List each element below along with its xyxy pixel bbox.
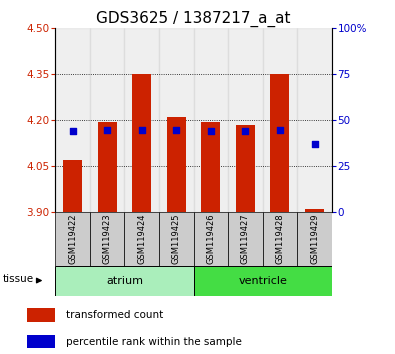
Bar: [194, 212, 228, 266]
Bar: [228, 212, 263, 266]
Text: GSM119429: GSM119429: [310, 214, 319, 264]
Bar: [124, 28, 159, 212]
Point: [208, 129, 214, 134]
Point: [277, 127, 283, 132]
Bar: [159, 28, 194, 212]
Bar: [271, 74, 290, 212]
Text: percentile rank within the sample: percentile rank within the sample: [66, 337, 242, 347]
Text: ventricle: ventricle: [238, 275, 287, 286]
Bar: [98, 122, 117, 212]
Text: GSM119424: GSM119424: [137, 214, 146, 264]
Bar: [263, 28, 297, 212]
Text: GSM119425: GSM119425: [172, 214, 181, 264]
Bar: [236, 125, 255, 212]
Text: GSM119427: GSM119427: [241, 213, 250, 264]
Bar: [201, 122, 220, 212]
Bar: [90, 212, 124, 266]
Bar: [55, 266, 194, 296]
Point: [311, 142, 318, 147]
Bar: [124, 212, 159, 266]
Bar: [228, 28, 263, 212]
Bar: [27, 335, 55, 348]
Point: [242, 129, 248, 134]
Bar: [297, 212, 332, 266]
Bar: [63, 160, 82, 212]
Bar: [55, 212, 90, 266]
Text: GSM119423: GSM119423: [103, 213, 112, 264]
Point: [104, 127, 110, 132]
Bar: [194, 28, 228, 212]
Bar: [194, 266, 332, 296]
Title: GDS3625 / 1387217_a_at: GDS3625 / 1387217_a_at: [96, 11, 291, 27]
Text: GSM119426: GSM119426: [206, 213, 215, 264]
Bar: [263, 212, 297, 266]
Text: GSM119422: GSM119422: [68, 214, 77, 264]
Text: atrium: atrium: [106, 275, 143, 286]
Bar: [305, 209, 324, 212]
Point: [70, 129, 76, 134]
Point: [139, 127, 145, 132]
Text: tissue: tissue: [3, 274, 34, 284]
Bar: [55, 28, 90, 212]
Bar: [159, 212, 194, 266]
Text: transformed count: transformed count: [66, 310, 163, 320]
Bar: [167, 117, 186, 212]
Bar: [27, 308, 55, 322]
Bar: [90, 28, 124, 212]
Point: [173, 127, 179, 132]
Text: GSM119428: GSM119428: [275, 213, 284, 264]
Bar: [132, 74, 151, 212]
Bar: [297, 28, 332, 212]
